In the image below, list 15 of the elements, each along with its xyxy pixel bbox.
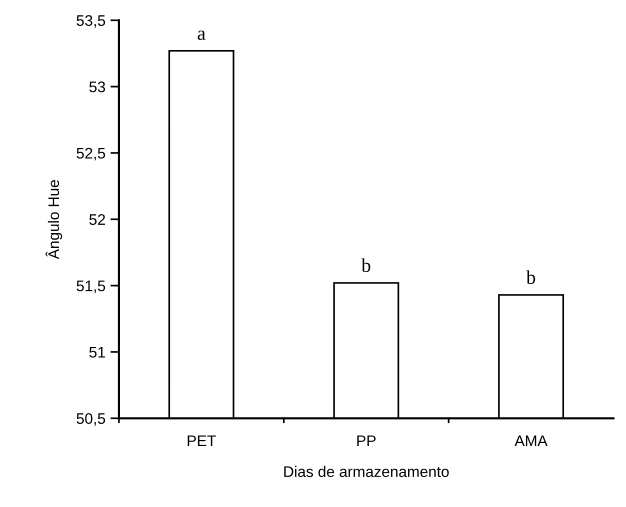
y-axis-title: Ângulo Hue	[46, 180, 62, 260]
x-tick-label: PET	[188, 436, 216, 446]
annotation: a	[198, 30, 206, 40]
annotation: b	[361, 258, 370, 272]
y-tick-label: 51,5	[76, 280, 106, 294]
annotation: b	[526, 270, 536, 284]
y-tick-label: 52	[89, 214, 105, 225]
y-tick-label: 53,5	[76, 15, 106, 28]
x-tick-label: AMA	[514, 436, 548, 446]
x-axis-title: Dias de armazenamento	[284, 466, 449, 478]
x-tick-label: PP	[357, 436, 376, 446]
y-tick-label: 52,5	[76, 148, 106, 160]
y-tick-label: 53	[89, 81, 106, 92]
y-tick-label: 51	[89, 346, 105, 358]
y-tick-label: 50,5	[76, 413, 106, 426]
